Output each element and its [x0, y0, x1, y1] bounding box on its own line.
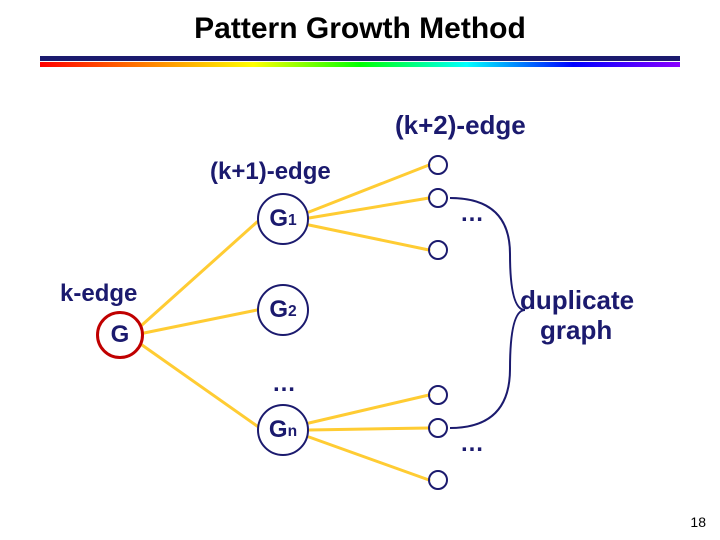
title-underline	[40, 56, 680, 61]
node-g2: G2	[257, 284, 309, 336]
slide: Pattern Growth Method G G1 G2 Gn k-edge …	[0, 0, 720, 540]
label-duplicate: duplicate	[520, 285, 634, 316]
ellipsis-middle: …	[272, 370, 296, 398]
ellipsis-bottom: …	[460, 430, 484, 458]
label-graph: graph	[540, 315, 612, 346]
label-k1-edge: (k+1)-edge	[210, 158, 331, 186]
slide-title: Pattern Growth Method	[0, 12, 720, 46]
rainbow-bar	[40, 62, 680, 67]
slide-number: 18	[690, 514, 706, 530]
node-g1: G1	[257, 193, 309, 245]
node-gn: Gn	[257, 404, 309, 456]
label-k-edge: k-edge	[60, 280, 137, 308]
diagram-lines	[0, 0, 720, 540]
node-g: G	[96, 311, 144, 359]
ellipsis-top: …	[460, 200, 484, 228]
label-k2-edge: (k+2)-edge	[395, 110, 526, 141]
